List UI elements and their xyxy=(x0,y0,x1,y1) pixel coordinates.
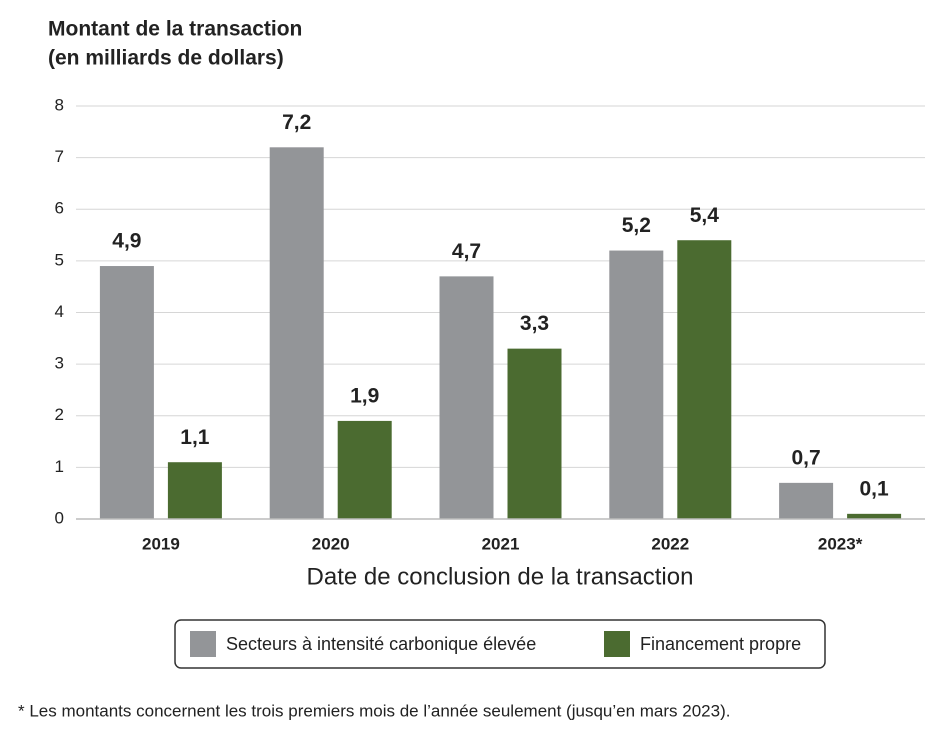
data-label: 0,7 xyxy=(791,446,820,469)
bar xyxy=(99,266,154,519)
y-tick-label: 2 xyxy=(55,405,64,424)
y-tick-label: 8 xyxy=(55,95,64,114)
data-label: 7,2 xyxy=(282,111,311,134)
bar xyxy=(609,250,664,520)
bar xyxy=(167,462,222,519)
x-axis-title: Date de conclusion de la transaction xyxy=(307,563,694,590)
data-label: 4,7 xyxy=(452,240,481,263)
data-label: 0,1 xyxy=(859,477,889,500)
legend-swatch xyxy=(190,631,216,657)
x-tick-label: 2021 xyxy=(482,534,520,553)
x-tick-label: 2020 xyxy=(312,534,350,553)
y-axis-title: (en milliards de dollars) xyxy=(48,47,284,70)
bar xyxy=(439,276,494,519)
legend-box xyxy=(174,619,826,669)
bar xyxy=(847,513,902,519)
data-label: 4,9 xyxy=(112,230,141,253)
y-tick-label: 5 xyxy=(55,250,64,269)
bar xyxy=(677,240,732,519)
data-label: 1,1 xyxy=(180,426,210,449)
x-tick-label: 2023* xyxy=(818,534,863,553)
bar xyxy=(337,420,392,519)
y-tick-label: 4 xyxy=(55,302,64,321)
legend-label: Secteurs à intensité carbonique élevée xyxy=(226,634,536,654)
y-tick-label: 6 xyxy=(55,199,64,218)
y-tick-label: 1 xyxy=(55,457,64,476)
y-tick-label: 7 xyxy=(55,147,64,166)
data-label: 3,3 xyxy=(520,312,549,335)
bar xyxy=(269,147,324,520)
y-tick-label: 0 xyxy=(55,508,64,527)
data-label: 5,2 xyxy=(622,214,651,237)
legend-label: Financement propre xyxy=(640,634,801,654)
bar xyxy=(507,348,562,519)
legend-swatch xyxy=(604,631,630,657)
x-tick-label: 2022 xyxy=(651,534,689,553)
y-axis-title: Montant de la transaction xyxy=(48,18,302,41)
footnote: * Les montants concernent les trois prem… xyxy=(18,701,730,720)
y-tick-label: 3 xyxy=(55,354,64,373)
data-label: 5,4 xyxy=(690,204,720,227)
bar xyxy=(779,482,834,519)
x-tick-label: 2019 xyxy=(142,534,180,553)
data-label: 1,9 xyxy=(350,384,379,407)
